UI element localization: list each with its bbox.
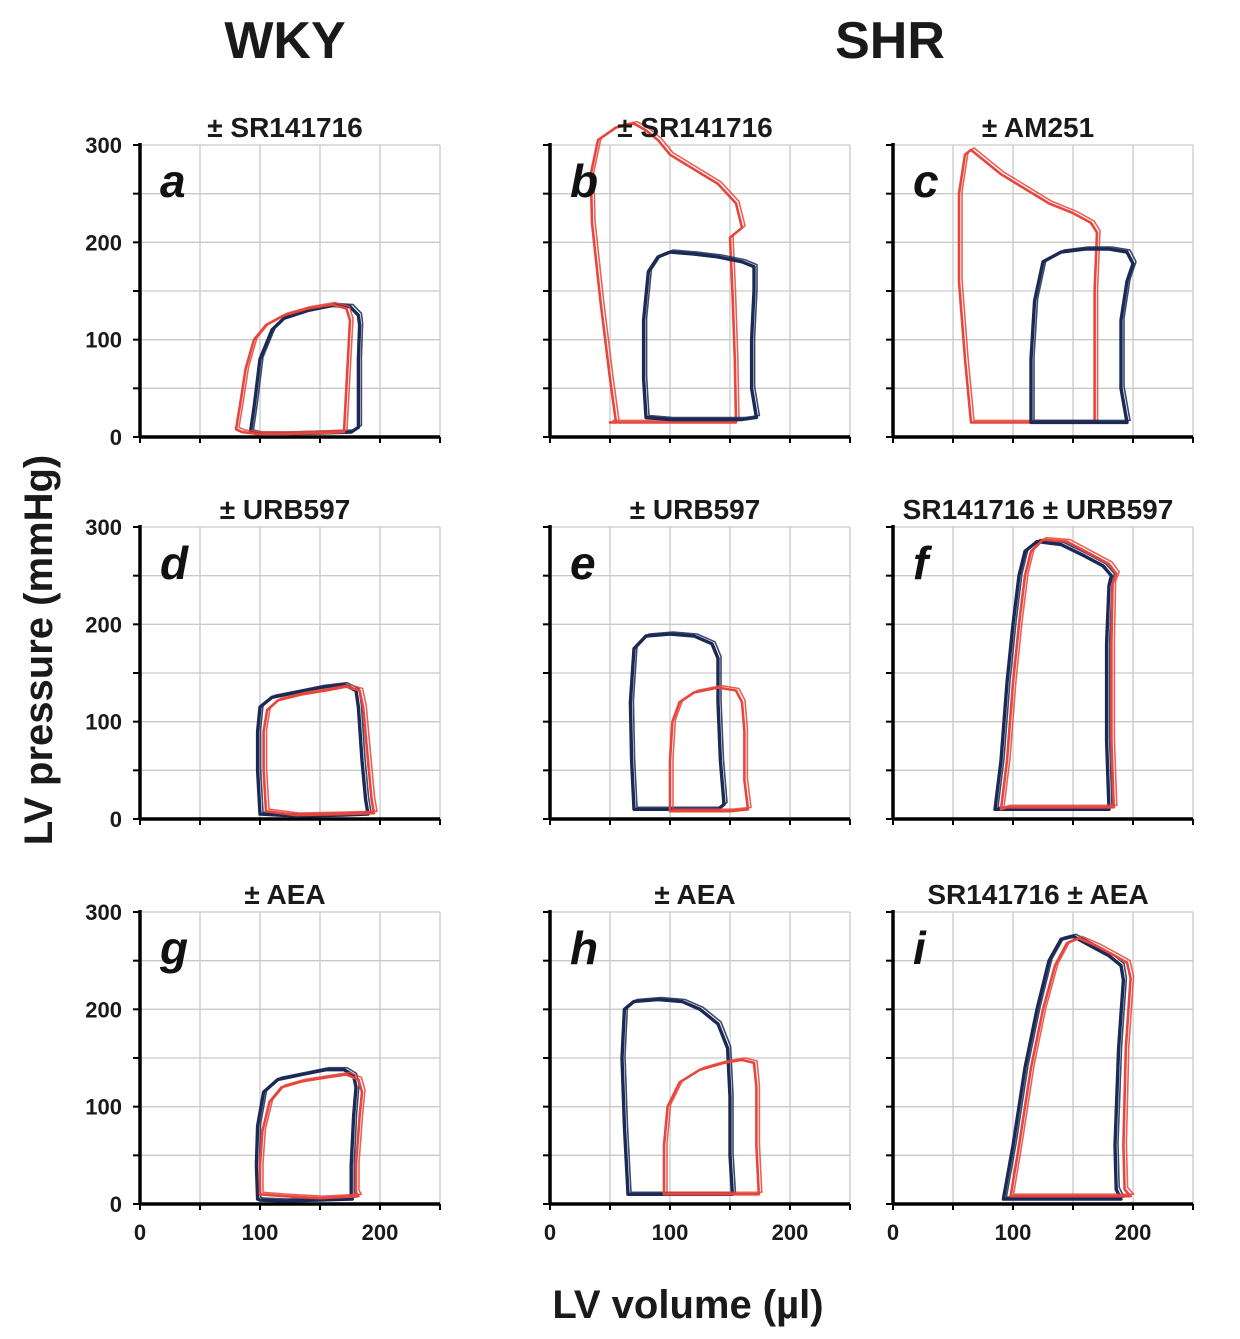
pv-loop-blue <box>620 997 735 1197</box>
x-tick-label: 100 <box>995 1220 1032 1245</box>
pv-loop-red-overlay <box>666 1057 763 1194</box>
pv-loop-red <box>999 538 1118 811</box>
panel-title: ± AEA <box>654 879 735 910</box>
panel-g: 0 100 200 300 0 100 200 ± AEA g <box>85 879 441 1245</box>
panel-h: 0 100 200 ± AEA h <box>543 879 851 1245</box>
y-tick-label: 0 <box>110 1192 122 1217</box>
pv-loop-blue <box>1001 934 1126 1201</box>
pv-loop-red <box>262 685 376 817</box>
panel-title: ± SR141716 <box>207 112 362 143</box>
panel-e: ± URB597 e <box>543 494 851 825</box>
pv-loop-blue-overlay <box>645 249 761 419</box>
y-tick-label: 200 <box>85 997 122 1022</box>
pv-loop-red-overlay <box>1003 536 1120 809</box>
panel-letter: i <box>913 922 927 974</box>
pv-loop-blue-overlay <box>1033 246 1137 422</box>
column-title-wky: WKY <box>224 12 345 70</box>
panel-a: 0 100 200 300 ± SR141716 a <box>85 112 441 450</box>
panel-title: ± AEA <box>244 879 325 910</box>
panel-title: SR141716 ± URB597 <box>903 494 1174 525</box>
x-tick-label: 200 <box>772 1220 809 1245</box>
pv-loop-red <box>668 686 750 813</box>
panel-c: ± AM251 c <box>886 112 1194 443</box>
panel-title: ± URB597 <box>220 494 351 525</box>
panel-title: SR141716 ± AEA <box>927 879 1148 910</box>
panel-title: ± URB597 <box>630 494 761 525</box>
panels: 0 100 200 300 ± SR141716 a ± SR141716 b ± AM251 c… <box>85 112 1194 1245</box>
y-tick-label: 100 <box>85 1095 122 1120</box>
pv-loop-red-overlay <box>265 683 378 814</box>
column-title-shr: SHR <box>835 12 945 70</box>
pv-loop-red <box>234 303 352 436</box>
x-tick-label: 100 <box>242 1220 279 1245</box>
x-tick-label: 0 <box>544 1220 556 1245</box>
y-tick-label: 100 <box>85 328 122 353</box>
y-tick-label: 300 <box>85 133 122 158</box>
pv-loop-red-overlay <box>262 1071 366 1197</box>
pv-loop-red <box>258 1073 364 1200</box>
x-tick-label: 0 <box>887 1220 899 1245</box>
y-tick-label: 300 <box>85 900 122 925</box>
pv-loop-red <box>1009 936 1132 1198</box>
panel-title: ± AM251 <box>982 112 1094 143</box>
panel-f: SR141716 ± URB597 f <box>886 494 1194 825</box>
pv-loop-red <box>662 1058 761 1196</box>
pv-loop-blue <box>254 1067 358 1203</box>
panel-title: ± SR141716 <box>617 112 772 143</box>
x-tick-label: 0 <box>134 1220 146 1245</box>
panel-letter: c <box>913 155 939 207</box>
panel-letter: b <box>570 155 598 207</box>
pv-loop-blue <box>993 539 1114 811</box>
y-axis-title: LV pressure (mmHg) <box>17 455 61 845</box>
panel-letter: f <box>913 537 933 589</box>
y-tick-label: 100 <box>85 710 122 735</box>
panel-b: ± SR141716 b <box>543 112 851 443</box>
panel-letter: h <box>570 922 598 974</box>
pv-loop-red <box>957 148 1099 424</box>
pv-loop-red <box>589 122 744 424</box>
panel-d: 0 100 200 300 ± URB597 d <box>85 494 441 832</box>
panel-letter: g <box>159 922 188 974</box>
pv-loop-red-overlay <box>238 301 354 433</box>
y-tick-label: 200 <box>85 230 122 255</box>
x-axis-title: LV volume (µl) <box>552 1283 823 1327</box>
y-tick-label: 0 <box>110 807 122 832</box>
x-tick-label: 200 <box>1115 1220 1152 1245</box>
x-tick-label: 200 <box>362 1220 399 1245</box>
panel-letter: e <box>570 537 596 589</box>
pv-loop-blue-overlay <box>632 631 728 809</box>
pv-loop-red-overlay <box>1012 935 1135 1195</box>
y-tick-label: 300 <box>85 515 122 540</box>
pv-loop-blue-overlay <box>258 1066 360 1200</box>
panel-letter: a <box>160 155 186 207</box>
y-tick-label: 200 <box>85 612 122 637</box>
y-tick-label: 0 <box>110 425 122 450</box>
x-tick-label: 100 <box>652 1220 689 1245</box>
pv-loop-blue <box>641 250 759 422</box>
panel-letter: d <box>160 537 189 589</box>
pv-loop-red-overlay <box>672 684 752 811</box>
pv-loop-blue <box>1029 247 1135 425</box>
